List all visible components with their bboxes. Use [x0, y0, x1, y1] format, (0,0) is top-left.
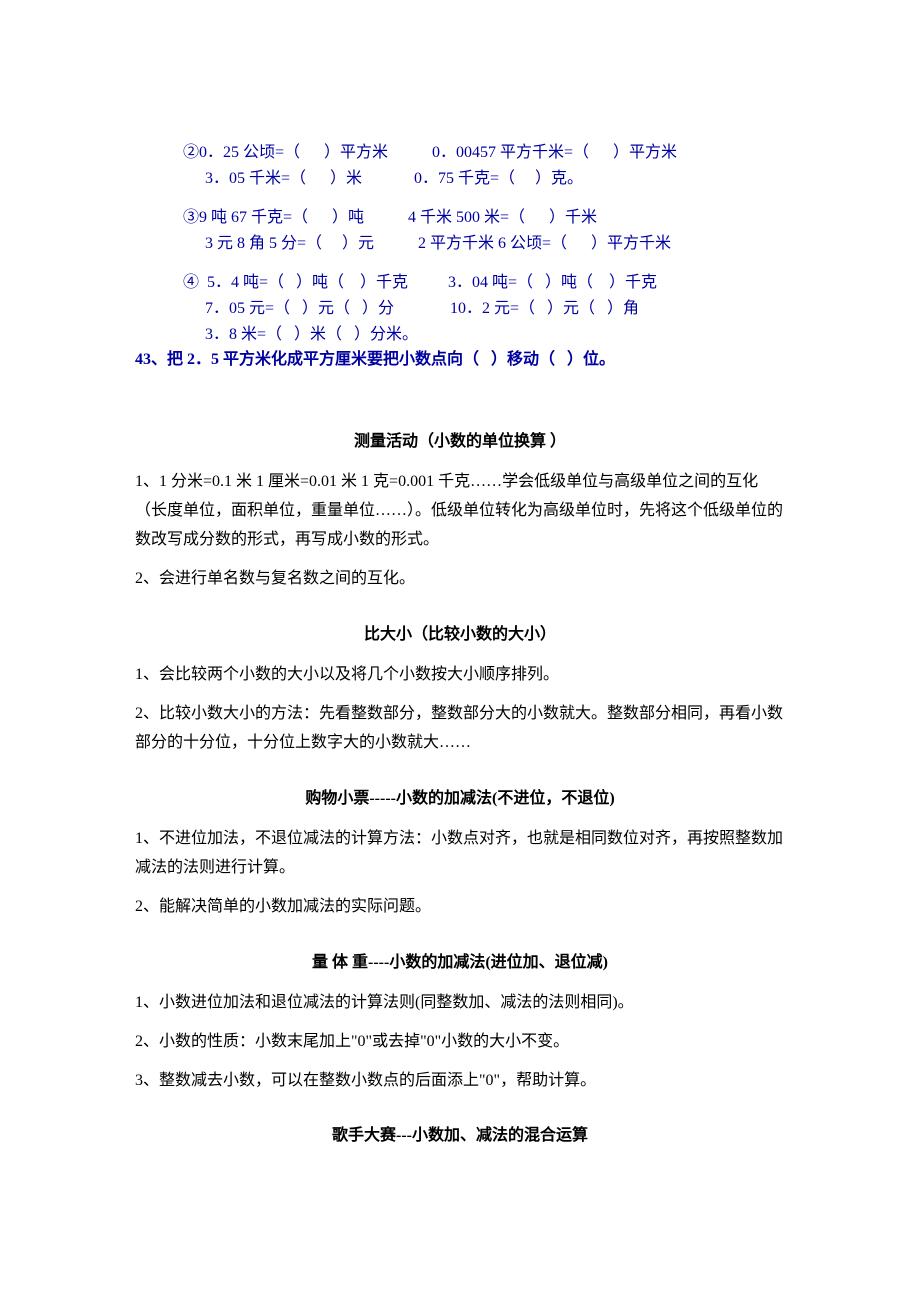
section-4-p3: 3、整数减去小数，可以在整数小数点的后面添上"0"，帮助计算。 — [135, 1067, 785, 1096]
ex-g4-r1b: 3．04 吨=（ ）吨（ ）千克 — [448, 274, 657, 291]
section-3-p1: 1、不进位加法，不退位减法的计算方法：小数点对齐，也就是相同数位对齐，再按照整数… — [135, 825, 785, 883]
ex-g4-r2b: 10．2 元=（ ）元（ ）角 — [450, 300, 639, 317]
ex-q43: 43、把 2．5 平方米化成平方厘米要把小数点向（ ）移动（ ）位。 — [135, 347, 785, 373]
section-4-p1: 1、小数进位加法和退位减法的计算法则(同整数加、减法的法则相同)。 — [135, 989, 785, 1018]
ex-g2-r2a: 3．05 千米=（ ）米 — [205, 170, 362, 187]
ex-g3-r1a: ③9 吨 67 千克=（ ）吨 — [183, 209, 364, 226]
section-title-2: 比大小（比较小数的大小） — [135, 622, 785, 648]
section-title-5: 歌手大赛---小数加、减法的混合运算 — [135, 1123, 785, 1149]
ex-g4-row1: ④ 5．4 吨=（ ）吨（ ）千克 3．04 吨=（ ）吨（ ）千克 — [135, 270, 785, 296]
ex-g2-r1b: 0．00457 平方千米=（ ）平方米 — [432, 144, 677, 161]
section-4-p2: 2、小数的性质：小数末尾加上"0"或去掉"0"小数的大小不变。 — [135, 1028, 785, 1057]
ex-g2-r2b: 0．75 千克=（ ）克。 — [414, 170, 583, 187]
ex-g3-r1b: 4 千米 500 米=（ ）千米 — [408, 209, 597, 226]
exercise-block: ②0．25 公顷=（ ）平方米 0．00457 平方千米=（ ）平方米 3．05… — [135, 140, 785, 373]
section-2-p1: 1、会比较两个小数的大小以及将几个小数按大小顺序排列。 — [135, 661, 785, 690]
ex-g4-r2a: 7．05 元=（ ）元（ ）分 — [205, 300, 394, 317]
section-title-3: 购物小票-----小数的加减法(不进位，不退位) — [135, 786, 785, 812]
ex-g3-row1: ③9 吨 67 千克=（ ）吨 4 千米 500 米=（ ）千米 — [135, 205, 785, 231]
ex-g4-row3: 3．8 米=（ ）米（ ）分米。 — [135, 322, 785, 348]
document-page: ②0．25 公顷=（ ）平方米 0．00457 平方千米=（ ）平方米 3．05… — [0, 0, 920, 1302]
ex-g2-row2: 3．05 千米=（ ）米 0．75 千克=（ ）克。 — [135, 166, 785, 192]
ex-g3-r2b: 2 平方千米 6 公顷=（ ）平方千米 — [418, 235, 671, 252]
ex-g2-row1: ②0．25 公顷=（ ）平方米 0．00457 平方千米=（ ）平方米 — [135, 140, 785, 166]
section-title-4: 量 体 重----小数的加减法(进位加、退位减) — [135, 950, 785, 976]
section-2-p2: 2、比较小数大小的方法：先看整数部分，整数部分大的小数就大。整数部分相同，再看小… — [135, 700, 785, 758]
ex-g3-r2a: 3 元 8 角 5 分=（ ）元 — [205, 235, 374, 252]
ex-g3-row2: 3 元 8 角 5 分=（ ）元 2 平方千米 6 公顷=（ ）平方千米 — [135, 231, 785, 257]
section-1-p1: 1、1 分米=0.1 米 1 厘米=0.01 米 1 克=0.001 千克……学… — [135, 468, 785, 554]
section-1-p2: 2、会进行单名数与复名数之间的互化。 — [135, 565, 785, 594]
ex-g4-row2: 7．05 元=（ ）元（ ）分 10．2 元=（ ）元（ ）角 — [135, 296, 785, 322]
ex-g2-r1a: ②0．25 公顷=（ ）平方米 — [183, 144, 388, 161]
spacer — [135, 373, 785, 401]
spacer — [135, 256, 785, 270]
ex-g4-r1a: ④ 5．4 吨=（ ）吨（ ）千克 — [183, 274, 408, 291]
section-3-p2: 2、能解决简单的小数加减法的实际问题。 — [135, 893, 785, 922]
spacer — [135, 191, 785, 205]
section-title-1: 测量活动（小数的单位换算 ） — [135, 429, 785, 455]
ex-g4-r3a: 3．8 米=（ ）米（ ）分米。 — [205, 326, 418, 343]
